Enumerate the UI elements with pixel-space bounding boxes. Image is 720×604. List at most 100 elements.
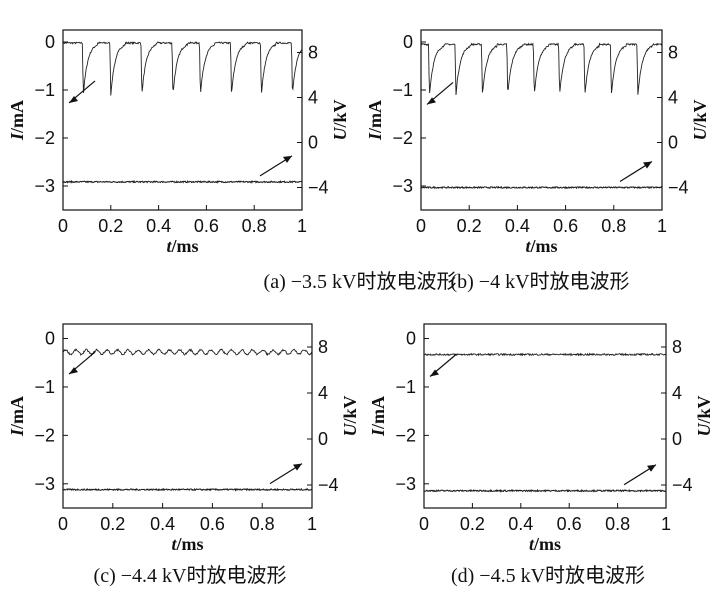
y-right-tick-label: −4 xyxy=(668,178,689,198)
x-tick-label: 1 xyxy=(661,514,671,534)
voltage-waveform xyxy=(62,179,303,184)
x-axis-unit: /ms xyxy=(176,534,204,554)
panel-caption: (c) −4.4 kV时放电波形 xyxy=(94,564,287,587)
x-tick-label: 1 xyxy=(297,216,307,236)
y-right-axis-symbol: U xyxy=(330,127,350,141)
y-left-axis-unit: /mA xyxy=(7,396,27,430)
y-right-axis-unit: /kV xyxy=(330,99,350,128)
y-right-tick-label: 8 xyxy=(672,337,682,357)
chart-panel-3: 0 0.2 0.4 0.6 0.8 1 0 −1 −2 −3 8 4 0 −4 t/ms I/mA U/kV (c… xyxy=(7,323,360,587)
voltage-waveform xyxy=(62,487,313,492)
voltage-axis-arrowhead xyxy=(647,464,656,472)
y-left-tick-label: −3 xyxy=(392,176,413,196)
plot-frame xyxy=(62,29,303,211)
x-axis-label: t/ms xyxy=(166,236,198,256)
y-left-axis-label: I/mA xyxy=(368,396,388,437)
y-left-tick-label: −2 xyxy=(392,128,413,148)
voltage-waveform xyxy=(423,488,667,493)
y-right-tick-label: 8 xyxy=(668,43,678,63)
x-tick-label: 0.6 xyxy=(557,514,582,534)
x-tick-label: 0.2 xyxy=(98,216,123,236)
x-tick-label: 0 xyxy=(58,216,68,236)
y-right-axis-unit: /kV xyxy=(694,395,714,424)
voltage-waveform xyxy=(420,185,663,190)
y-left-tick-label: 0 xyxy=(403,32,413,52)
x-axis-symbol: t xyxy=(166,236,172,256)
y-left-tick-label: −1 xyxy=(395,377,416,397)
voltage-axis-arrowhead xyxy=(293,463,302,471)
x-axis-symbol: t xyxy=(171,534,177,554)
plot-frame xyxy=(423,323,667,509)
plot-frame xyxy=(62,323,313,509)
x-axis-symbol: t xyxy=(529,534,535,554)
y-left-axis-label: I/mA xyxy=(365,100,385,141)
x-tick-label: 0.8 xyxy=(250,514,275,534)
y-left-axis-symbol: I xyxy=(7,428,27,437)
x-tick-label: 0.4 xyxy=(508,514,533,534)
y-left-tick-label: −1 xyxy=(34,377,55,397)
y-left-tick-label: 0 xyxy=(406,329,416,349)
voltage-axis-arrowhead xyxy=(283,155,292,163)
x-tick-label: 0.8 xyxy=(601,216,626,236)
y-right-axis-unit: /kV xyxy=(340,395,360,424)
y-left-tick-label: 0 xyxy=(45,32,55,52)
y-right-tick-label: 4 xyxy=(318,383,328,403)
x-axis-unit: /ms xyxy=(171,236,199,256)
y-left-tick-label: −2 xyxy=(34,425,55,445)
x-tick-label: 0.4 xyxy=(150,514,175,534)
x-tick-label: 0.2 xyxy=(460,514,485,534)
x-tick-label: 0 xyxy=(416,216,426,236)
x-tick-label: 0.8 xyxy=(605,514,630,534)
y-right-tick-label: 8 xyxy=(308,43,318,63)
y-left-tick-label: −3 xyxy=(34,474,55,494)
y-right-tick-label: 4 xyxy=(308,88,318,108)
y-left-axis-symbol: I xyxy=(7,132,27,141)
x-tick-label: 0.8 xyxy=(242,216,267,236)
x-axis-unit: /ms xyxy=(530,236,558,256)
current-waveform xyxy=(420,42,663,96)
y-right-axis-label: U/kV xyxy=(340,395,360,436)
y-left-tick-label: 0 xyxy=(45,329,55,349)
x-tick-label: 1 xyxy=(657,216,667,236)
current-axis-arrowhead xyxy=(427,97,436,105)
y-right-tick-label: 0 xyxy=(668,133,678,153)
y-left-tick-label: −2 xyxy=(395,425,416,445)
y-left-tick-label: −2 xyxy=(34,128,55,148)
y-right-axis-symbol: U xyxy=(690,127,710,141)
y-right-axis-label: U/kV xyxy=(330,99,350,140)
y-right-tick-label: −4 xyxy=(318,475,339,495)
y-left-tick-label: −1 xyxy=(392,80,413,100)
y-right-axis-symbol: U xyxy=(340,423,360,437)
y-left-axis-symbol: I xyxy=(365,132,385,141)
x-axis-label: t/ms xyxy=(529,534,561,554)
x-axis-symbol: t xyxy=(525,236,531,256)
y-right-axis-symbol: U xyxy=(694,423,714,437)
panel-caption: (d) −4.5 kV时放电波形 xyxy=(451,564,645,587)
y-right-tick-label: 4 xyxy=(668,88,678,108)
chart-panel-2: 0 0.2 0.4 0.6 0.8 1 0 −1 −2 −3 8 4 0 −4 t/ms I/mA U/kV (b… xyxy=(365,29,710,293)
y-left-axis-unit: /mA xyxy=(365,100,385,134)
x-tick-label: 0 xyxy=(419,514,429,534)
y-right-axis-label: U/kV xyxy=(694,395,714,436)
y-left-tick-label: −3 xyxy=(395,474,416,494)
current-axis-arrowhead xyxy=(69,367,78,375)
y-right-tick-label: −4 xyxy=(672,475,693,495)
y-right-axis-unit: /kV xyxy=(690,99,710,128)
current-axis-arrowhead xyxy=(430,369,439,377)
x-tick-label: 0.2 xyxy=(457,216,482,236)
y-right-tick-label: −4 xyxy=(308,178,329,198)
x-axis-label: t/ms xyxy=(171,534,203,554)
y-left-axis-label: I/mA xyxy=(7,100,27,141)
plot-frame xyxy=(420,29,663,211)
x-axis-unit: /ms xyxy=(533,534,561,554)
x-tick-label: 1 xyxy=(307,514,317,534)
x-tick-label: 0.6 xyxy=(553,216,578,236)
chart-panel-1: 0 0.2 0.4 0.6 0.8 1 0 −1 −2 −3 8 4 0 −4 t/ms I/mA U/kV (a… xyxy=(7,29,456,293)
y-left-axis-unit: /mA xyxy=(7,100,27,134)
y-right-tick-label: 4 xyxy=(672,383,682,403)
y-right-axis-label: U/kV xyxy=(690,99,710,140)
current-axis-arrowhead xyxy=(69,95,78,103)
y-left-tick-label: −1 xyxy=(34,80,55,100)
x-tick-label: 0.6 xyxy=(194,216,219,236)
